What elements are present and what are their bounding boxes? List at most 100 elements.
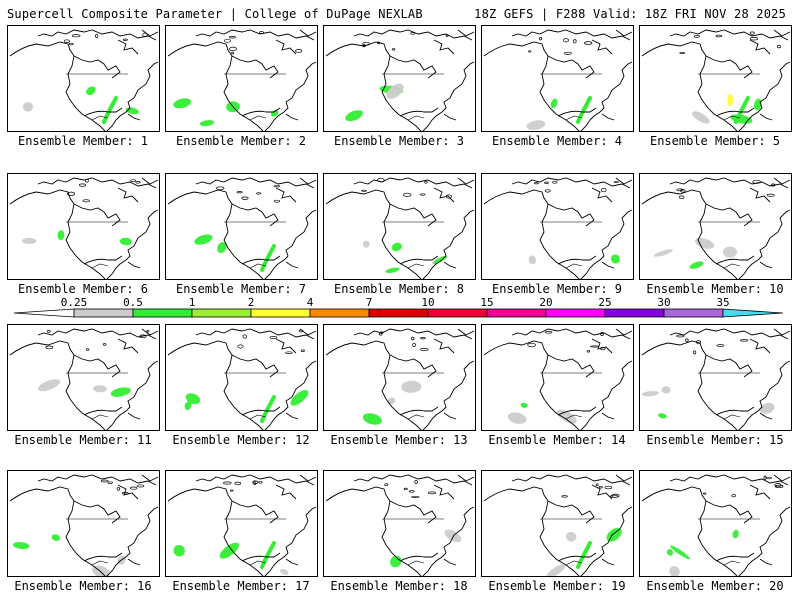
coastline: [738, 61, 791, 131]
scp-area: [670, 545, 691, 560]
colorbar-segment: [368, 308, 429, 318]
island: [102, 343, 107, 346]
ensemble-member-label: Ensemble Member: 9: [491, 282, 623, 296]
ensemble-member-label: Ensemble Member: 10: [646, 282, 784, 296]
coastline: [353, 474, 473, 486]
ensemble-map-panel: [639, 25, 792, 132]
coastline: [547, 55, 595, 79]
scp-area: [219, 542, 239, 559]
low-scp-area: [37, 379, 61, 392]
island: [378, 333, 383, 336]
ensemble-member-label: Ensemble Member: 11: [14, 433, 152, 447]
island: [427, 491, 437, 495]
coastline: [231, 55, 279, 79]
scp-streak: [102, 96, 118, 124]
scp-area: [51, 534, 61, 541]
ensemble-map-panel: [323, 173, 476, 280]
island: [46, 330, 51, 333]
island: [224, 38, 231, 43]
island: [584, 41, 593, 45]
coastline: [9, 189, 106, 279]
ensemble-map-panel: [7, 470, 160, 577]
island: [763, 475, 767, 480]
coastline: [127, 412, 141, 420]
coastline: [422, 506, 475, 576]
coastline: [669, 474, 789, 486]
scp-area: [86, 86, 96, 96]
coastline: [601, 261, 615, 269]
island: [611, 493, 620, 498]
island: [228, 36, 236, 39]
coastline: [275, 39, 297, 55]
coastline: [749, 484, 771, 500]
island: [420, 337, 426, 340]
scp-streak: [576, 96, 592, 124]
ensemble-map-panel: [165, 25, 318, 132]
island: [273, 184, 280, 188]
low-scp-area: [694, 237, 715, 249]
coastline: [37, 177, 157, 189]
island: [685, 338, 689, 342]
island: [85, 178, 89, 183]
low-scp-area: [546, 564, 566, 576]
country-border: [91, 560, 109, 566]
island: [95, 33, 99, 38]
colorbar-tick-label: 4: [306, 296, 314, 309]
coastline: [9, 41, 106, 131]
country-border: [565, 560, 583, 566]
coastline: [483, 486, 580, 576]
island: [402, 192, 412, 197]
low-scp-area: [21, 237, 37, 244]
coastline: [705, 500, 753, 524]
coastline: [264, 360, 317, 430]
ensemble-map-panel: [481, 173, 634, 280]
island: [411, 336, 415, 341]
island: [121, 492, 129, 495]
island: [82, 199, 90, 203]
coastline: [749, 187, 771, 203]
coastline: [759, 261, 773, 269]
island: [142, 32, 148, 37]
country-border: [91, 115, 109, 121]
country-border: [723, 263, 741, 269]
scp-area: [732, 529, 739, 539]
scp-area: [184, 401, 192, 411]
low-scp-area: [556, 409, 577, 424]
coastline: [299, 29, 317, 37]
coastline: [117, 39, 139, 55]
scp-area: [658, 413, 667, 419]
coastline: [759, 113, 773, 121]
coastline: [83, 552, 123, 562]
ensemble-member-label: Ensemble Member: 1: [17, 134, 149, 148]
country-border: [723, 414, 741, 420]
coastline: [773, 474, 791, 482]
coastline: [275, 187, 297, 203]
colorbar-tick-label: 10: [421, 296, 435, 309]
island: [749, 31, 755, 35]
coastline: [641, 340, 738, 430]
ensemble-map-panel: [165, 173, 318, 280]
colorbar-tick-label: 15: [480, 296, 494, 309]
scp-area: [345, 110, 363, 122]
coastline: [167, 189, 264, 279]
colorbar-graphic: [14, 308, 784, 318]
island: [752, 179, 761, 184]
coastline: [580, 506, 633, 576]
scp-area: [432, 255, 448, 264]
coastline: [285, 558, 299, 566]
island: [419, 193, 426, 196]
map-graphic: [9, 328, 159, 430]
ensemble-member-label: Ensemble Member: 3: [333, 134, 465, 148]
map-graphic: [483, 177, 633, 279]
colorbar-tick-label: 0.5: [123, 296, 143, 309]
map-graphic: [483, 328, 633, 430]
map-graphic: [167, 29, 317, 131]
scp-streak: [260, 541, 276, 569]
coastline: [483, 41, 580, 131]
coastline: [557, 406, 597, 416]
low-scp-area: [759, 402, 775, 414]
coastline: [399, 107, 439, 117]
coastline: [557, 107, 597, 117]
coastline: [547, 500, 595, 524]
island: [693, 350, 697, 355]
